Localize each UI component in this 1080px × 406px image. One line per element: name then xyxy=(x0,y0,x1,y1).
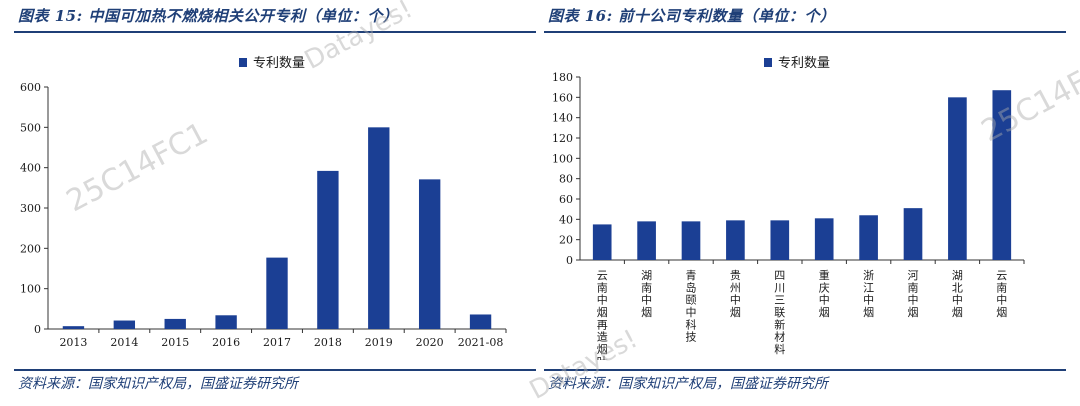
bar xyxy=(726,220,745,260)
legend-label: 专利数量 xyxy=(253,56,305,71)
x-tick-label: 2016 xyxy=(212,336,240,349)
y-tick-label: 0 xyxy=(566,254,573,267)
left-top-rule xyxy=(14,31,536,33)
bar xyxy=(317,170,339,329)
right-bar-chart: 专利数量 0 20 40 60 80 100 120 140 160 180 云南中烟再造烟叶 湖南中烟… xyxy=(552,56,1025,360)
x-tick-label: 云南中烟再造烟叶 xyxy=(597,269,608,360)
bar xyxy=(62,326,85,329)
bar xyxy=(814,218,834,260)
x-tick-label: 2020 xyxy=(416,336,444,349)
legend-swatch xyxy=(239,58,247,67)
bar xyxy=(368,127,390,329)
right-bottom-rule xyxy=(544,369,1066,371)
bar xyxy=(215,315,237,329)
right-figure-panel: 图表 16: 前十公司专利数量（单位：个） 专利数量 0 20 40 60 80 100 12… xyxy=(544,0,1066,401)
x-tick-label: 2019 xyxy=(365,336,393,349)
right-top-rule xyxy=(544,31,1066,33)
bar xyxy=(164,318,186,329)
bar xyxy=(592,224,612,260)
y-tick-label: 140 xyxy=(552,112,573,125)
right-source-note: 资料来源：国家知识产权局，国盛证券研究所 xyxy=(548,376,828,392)
y-tick-label: 40 xyxy=(559,213,573,226)
bar xyxy=(859,215,878,260)
bar xyxy=(469,314,492,329)
x-tick-label: 2017 xyxy=(263,336,291,349)
x-tick-label: 河南中烟 xyxy=(908,269,919,319)
x-tick-label: 2014 xyxy=(110,336,138,349)
y-tick-label: 120 xyxy=(552,132,573,145)
left-bar-chart: 专利数量 0 100 200 300 400 500 600 2013 2014 2015 2016 2… xyxy=(20,56,507,349)
x-tick-label: 四川三联新材料 xyxy=(774,269,785,356)
y-tick-label: 300 xyxy=(20,202,41,215)
x-tick-label: 贵州中烟 xyxy=(730,269,741,319)
x-tick-label: 2021-08 xyxy=(458,336,504,349)
x-tick-label: 2015 xyxy=(161,336,189,349)
left-bottom-rule xyxy=(14,369,536,371)
left-source-note: 资料来源：国家知识产权局，国盛证券研究所 xyxy=(18,376,298,392)
bar xyxy=(418,179,441,329)
left-figure-panel: 图表 15: 中国可加热不燃烧相关公开专利（单位：个） 专利数量 0 100 200 3… xyxy=(14,0,536,401)
bar xyxy=(266,257,288,329)
x-tick-label: 重庆中烟 xyxy=(819,268,830,319)
x-tick-label: 青岛颐中科技 xyxy=(686,269,697,344)
y-tick-label: 500 xyxy=(20,121,41,134)
bar xyxy=(113,320,136,329)
y-tick-label: 60 xyxy=(559,193,573,206)
y-tick-label: 0 xyxy=(34,323,41,336)
bar xyxy=(681,221,701,260)
legend-swatch xyxy=(764,58,772,67)
bar xyxy=(770,220,790,260)
y-tick-label: 100 xyxy=(552,152,573,165)
y-tick-label: 100 xyxy=(20,283,41,296)
y-tick-label: 160 xyxy=(552,91,573,104)
x-tick-label: 2018 xyxy=(314,336,342,349)
y-tick-label: 80 xyxy=(559,173,573,186)
bar xyxy=(637,221,656,260)
y-tick-label: 20 xyxy=(559,234,573,247)
x-tick-label: 湖北中烟 xyxy=(952,269,963,319)
bar xyxy=(948,97,967,260)
x-tick-label: 2013 xyxy=(59,336,87,349)
y-tick-label: 400 xyxy=(20,162,41,175)
y-tick-label: 180 xyxy=(552,71,573,84)
x-tick-label: 湖南中烟 xyxy=(641,269,652,319)
right-figure-title: 图表 16: 前十公司专利数量（单位：个） xyxy=(548,7,836,25)
legend-label: 专利数量 xyxy=(778,56,830,71)
x-tick-label: 云南中烟 xyxy=(996,269,1007,319)
bar xyxy=(903,208,923,260)
bar xyxy=(992,90,1012,260)
x-tick-label: 浙江中烟 xyxy=(863,269,874,319)
y-tick-label: 600 xyxy=(20,81,41,94)
left-figure-title: 图表 15: 中国可加热不燃烧相关公开专利（单位：个） xyxy=(18,7,399,25)
y-tick-label: 200 xyxy=(20,242,41,255)
